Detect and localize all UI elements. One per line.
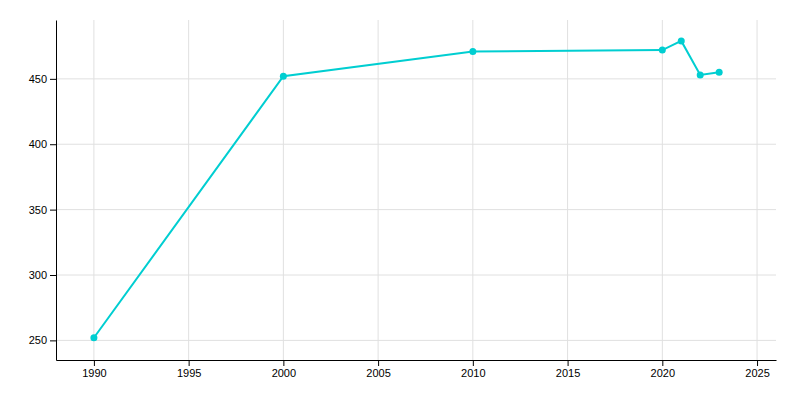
grid-line: [188, 20, 189, 360]
tick-mark: [189, 360, 190, 366]
tick-label: 2010: [461, 367, 485, 379]
tick-label: 1995: [177, 367, 201, 379]
tick-mark: [94, 360, 95, 366]
marks: [90, 37, 722, 341]
tick-mark: [473, 360, 474, 366]
tick-label: 2000: [272, 367, 296, 379]
tick-mark: [50, 340, 56, 341]
grid-line: [56, 340, 776, 341]
grid-line: [662, 20, 663, 360]
point: [659, 47, 666, 54]
grid-line: [567, 20, 568, 360]
tick-label: 1990: [82, 367, 106, 379]
tick-label: 2025: [745, 367, 769, 379]
tick: 2000: [272, 360, 296, 379]
point: [716, 69, 723, 76]
tick: 1990: [82, 360, 106, 379]
tick-label: 2015: [556, 367, 580, 379]
tick: 450: [29, 73, 56, 85]
tick: 2015: [556, 360, 580, 379]
grid-line: [56, 209, 776, 210]
tick: 2025: [745, 360, 769, 379]
tick: 300: [29, 269, 56, 281]
x-axis: 1990 1995 2000 2005 2010 2015 2020 2025: [57, 360, 777, 379]
tick: 2005: [366, 360, 390, 379]
axis-line: [56, 21, 57, 361]
tick: 400: [29, 138, 56, 150]
tick-label: 350: [29, 204, 47, 216]
tick: 250: [29, 334, 56, 346]
tick-label: 400: [29, 138, 47, 150]
grid-line: [472, 20, 473, 360]
tick-mark: [283, 360, 284, 366]
tick-mark: [50, 144, 56, 145]
line: [94, 41, 719, 338]
axis-line: [57, 360, 777, 361]
grid-line: [757, 20, 758, 360]
tick-mark: [50, 275, 56, 276]
tick-mark: [568, 360, 569, 366]
y-axis: 250 300 350 400 450: [29, 21, 57, 361]
tick: 2010: [461, 360, 485, 379]
grid-line: [378, 20, 379, 360]
tick-label: 2005: [366, 367, 390, 379]
tick-mark: [50, 79, 56, 80]
tick-label: 450: [29, 73, 47, 85]
grid-line: [56, 78, 776, 79]
grid-line: [283, 20, 284, 360]
tick-mark: [378, 360, 379, 366]
tick-mark: [50, 210, 56, 211]
tick: 1995: [177, 360, 201, 379]
tick-label: 300: [29, 269, 47, 281]
point: [90, 334, 97, 341]
tick-mark: [757, 360, 758, 366]
tick: 350: [29, 204, 56, 216]
grid-line: [56, 144, 776, 145]
tick: 2020: [651, 360, 675, 379]
point: [697, 71, 704, 78]
tick-mark: [662, 360, 663, 366]
grid-line: [56, 275, 776, 276]
grid-line: [93, 20, 94, 360]
plot: 1990 1995 2000 2005 2010 2015 2020 2025 250 300 35…: [29, 20, 777, 379]
point: [469, 48, 476, 55]
point: [280, 73, 287, 80]
chart: 1990 1995 2000 2005 2010 2015 2020 2025 250 300 35…: [0, 0, 800, 400]
grid: [56, 20, 776, 360]
tick-label: 250: [29, 334, 47, 346]
point: [678, 37, 685, 44]
tick-label: 2020: [651, 367, 675, 379]
